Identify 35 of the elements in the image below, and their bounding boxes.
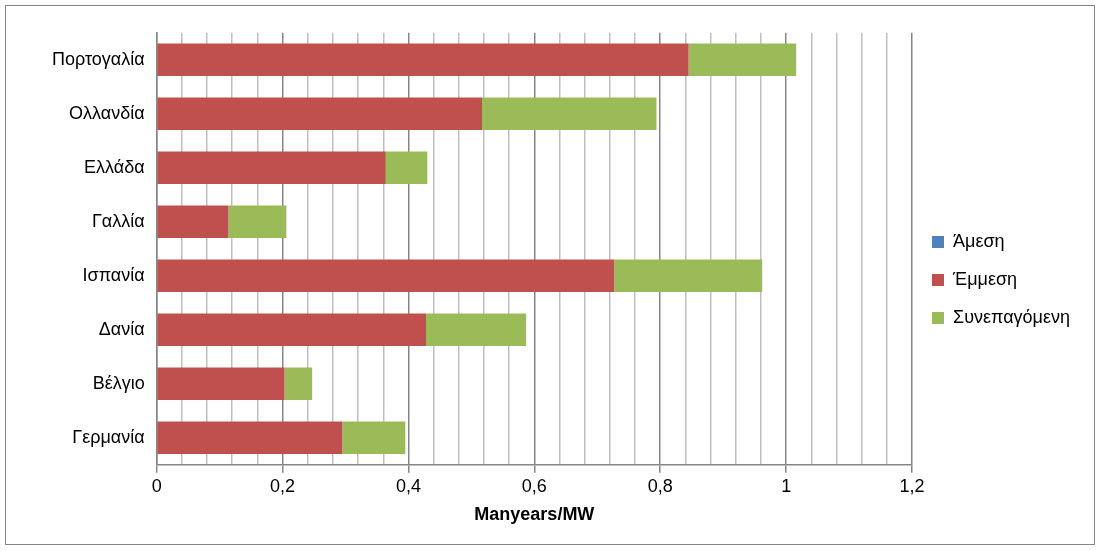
bar <box>385 151 428 184</box>
bar <box>157 259 615 292</box>
bar <box>157 43 689 76</box>
bar <box>688 43 797 76</box>
x-tick-label: 0 <box>151 475 162 496</box>
bar <box>614 259 763 292</box>
bar <box>426 313 527 346</box>
y-tick-label: Ολλανδία <box>69 102 145 123</box>
x-tick-label: 1 <box>781 475 792 496</box>
legend-label: Άμεση <box>953 230 1005 251</box>
bar <box>482 97 657 130</box>
x-tick-label: 0,2 <box>270 475 296 496</box>
y-tick-label: Γερμανία <box>72 426 145 447</box>
y-tick-label: Ισπανία <box>82 264 145 285</box>
y-tick-label: Δανία <box>98 318 145 339</box>
x-tick-label: 0,8 <box>647 475 673 496</box>
bar <box>284 367 313 400</box>
legend-label: Συνεπαγόμενη <box>953 306 1070 327</box>
y-tick-label: Ελλάδα <box>84 156 145 177</box>
x-tick-label: 1,2 <box>899 475 925 496</box>
x-tick-label: 0,6 <box>521 475 547 496</box>
bar <box>157 205 229 238</box>
y-tick-label: Βέλγιο <box>92 372 145 393</box>
bar <box>157 367 285 400</box>
bar <box>157 421 343 454</box>
y-tick-label: Πορτογαλία <box>52 48 145 69</box>
y-tick-label: Γαλλία <box>91 210 145 231</box>
x-axis-title: Manyears/MW <box>474 504 595 525</box>
legend-label: Έμμεση <box>952 268 1018 289</box>
bar <box>228 205 287 238</box>
bar <box>157 313 427 346</box>
bar <box>157 151 386 184</box>
x-tick-label: 0,4 <box>395 475 421 496</box>
bar <box>157 97 483 130</box>
bar <box>342 421 406 454</box>
